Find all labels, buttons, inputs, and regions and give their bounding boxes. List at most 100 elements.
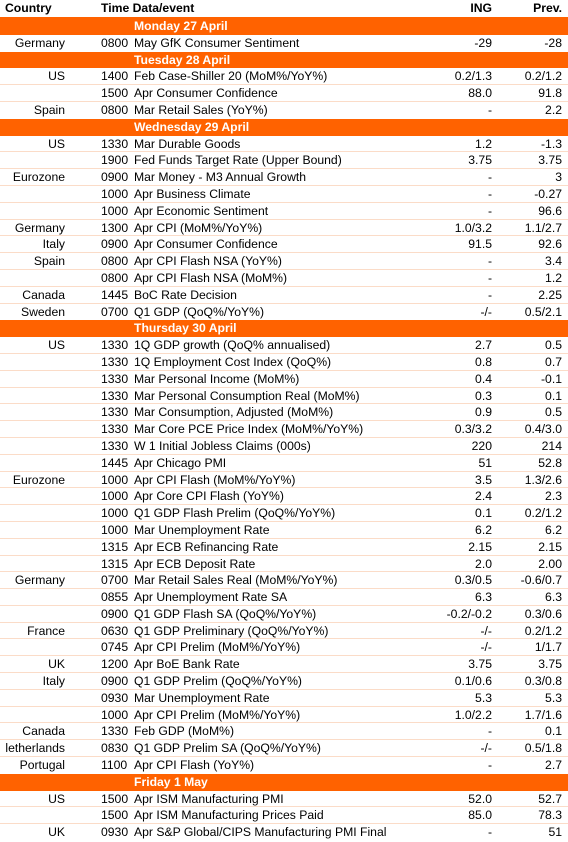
time-cell: 1330: [101, 338, 129, 353]
time-cell: 0930: [101, 690, 129, 705]
previous-value-cell: 214: [541, 438, 562, 453]
previous-value-cell: 2.25: [538, 287, 562, 302]
header-ing: ING: [470, 1, 492, 15]
country-cell: US: [48, 136, 65, 151]
previous-value-cell: 0.3/0.8: [524, 674, 562, 689]
time-cell: 1330: [101, 724, 129, 739]
ing-forecast-cell: 3.5: [475, 472, 492, 487]
event-cell: BoC Rate Decision: [134, 287, 237, 302]
table-row: Eurozone 1000 Apr CPI Flash (MoM%/YoY%) 3.5…: [0, 472, 568, 489]
time-cell: 0900: [101, 237, 129, 252]
event-cell: Fed Funds Target Rate (Upper Bound): [134, 153, 342, 168]
table-row: Italy 0900 Apr Consumer Confidence 91.5 92.6: [0, 236, 568, 254]
day-header: Thursday 30 April: [0, 320, 568, 338]
table-row: 1000 Q1 GDP Flash Prelim (QoQ%/YoY%) 0.1 0.…: [0, 505, 568, 522]
previous-value-cell: 0.5/2.1: [524, 304, 562, 319]
table-row: Canada 1445 BoC Rate Decision - 2.25: [0, 287, 568, 304]
time-cell: 1900: [101, 153, 129, 168]
ing-forecast-cell: 0.3/0.5: [454, 573, 492, 588]
previous-value-cell: 6.2: [545, 522, 562, 537]
previous-value-cell: 2.7: [545, 758, 562, 773]
event-cell: Apr Economic Sentiment: [134, 203, 269, 218]
table-row: Germany 0800 May GfK Consumer Sentiment -29…: [0, 35, 568, 52]
country-cell: Canada: [22, 724, 65, 739]
time-cell: 1315: [101, 556, 129, 571]
time-cell: 1100: [101, 758, 128, 773]
ing-forecast-cell: 2.4: [475, 489, 492, 504]
table-body: Monday 27 April Germany 0800 May GfK Consum…: [0, 18, 568, 841]
time-cell: 1000: [101, 506, 129, 521]
table-row: Canada 1330 Feb GDP (MoM%) - 0.1: [0, 723, 568, 741]
table-row: US 1330 1Q GDP growth (QoQ% annualised) 2.7…: [0, 337, 568, 354]
time-cell: 0800: [101, 270, 129, 285]
table-row: 1900 Fed Funds Target Rate (Upper Bound) 3…: [0, 152, 568, 170]
time-cell: 1330: [101, 438, 129, 453]
ing-forecast-cell: 2.0: [475, 556, 492, 571]
previous-value-cell: 1.7/1.6: [524, 707, 562, 722]
time-cell: 0830: [101, 741, 129, 756]
country-cell: Italy: [42, 237, 65, 252]
ing-forecast-cell: -: [487, 254, 492, 269]
ing-forecast-cell: 6.3: [475, 590, 492, 605]
event-cell: Apr CPI Prelim (MoM%/YoY%): [134, 640, 301, 655]
event-cell: Apr Chicago PMI: [134, 455, 227, 470]
country-cell: Eurozone: [12, 472, 65, 487]
previous-value-cell: 92.6: [538, 237, 562, 252]
time-cell: 0630: [101, 623, 129, 638]
country-cell: Eurozone: [12, 170, 65, 185]
ing-forecast-cell: -: [487, 270, 492, 285]
table-row: US 1400 Feb Case-Shiller 20 (MoM%/YoY%) 0.2…: [0, 68, 568, 86]
country-cell: Sweden: [20, 304, 65, 319]
event-cell: Q1 GDP Flash SA (QoQ%/YoY%): [134, 606, 317, 621]
previous-value-cell: 0.1: [545, 724, 562, 739]
event-cell: Apr CPI Flash (YoY%): [134, 758, 255, 773]
previous-value-cell: 3.75: [538, 657, 562, 672]
event-cell: Apr CPI Prelim (MoM%/YoY%): [134, 707, 301, 722]
previous-value-cell: 78.3: [538, 808, 562, 823]
time-cell: 1500: [101, 808, 129, 823]
previous-value-cell: 6.3: [545, 590, 562, 605]
previous-value-cell: 3.75: [538, 153, 562, 168]
previous-value-cell: 2.3: [545, 489, 562, 504]
time-cell: 0855: [101, 590, 129, 605]
ing-forecast-cell: -/-: [480, 741, 492, 756]
event-cell: Q1 GDP Preliminary (QoQ%/YoY%): [134, 623, 329, 638]
event-cell: Mar Retail Sales (YoY%): [134, 102, 268, 117]
previous-value-cell: 0.2/1.2: [524, 506, 562, 521]
table-row: 1000 Apr CPI Prelim (MoM%/YoY%) 1.0/2.2 1.7…: [0, 707, 568, 724]
ing-forecast-cell: -/-: [480, 623, 492, 638]
ing-forecast-cell: 85.0: [468, 808, 492, 823]
previous-value-cell: 96.6: [538, 203, 562, 218]
time-cell: 0800: [101, 254, 129, 269]
ing-forecast-cell: 88.0: [468, 86, 492, 101]
header-prev: Prev.: [533, 1, 562, 15]
time-cell: 0800: [101, 102, 129, 117]
previous-value-cell: 3: [555, 170, 562, 185]
table-row: Germany 0700 Mar Retail Sales Real (MoM%/Y…: [0, 572, 568, 590]
ing-forecast-cell: 52.0: [468, 791, 492, 806]
event-cell: Mar Retail Sales Real (MoM%/YoY%): [134, 573, 338, 588]
table-row: 0745 Apr CPI Prelim (MoM%/YoY%) -/- 1/1.7: [0, 639, 568, 657]
country-cell: Spain: [33, 254, 65, 269]
table-row: 1330 Mar Core PCE Price Index (MoM%/YoY%)…: [0, 421, 568, 438]
table-row: 1000 Apr Business Climate - -0.27: [0, 186, 568, 203]
time-cell: 1500: [101, 791, 129, 806]
ing-forecast-cell: -: [487, 287, 492, 302]
ing-forecast-cell: 1.0/2.2: [454, 707, 492, 722]
table-row: US 1330 Mar Durable Goods 1.2 -1.3: [0, 136, 568, 153]
header-country: Country: [5, 1, 52, 15]
event-cell: Apr ISM Manufacturing Prices Paid: [134, 808, 324, 823]
time-cell: 0800: [101, 35, 129, 50]
ing-forecast-cell: 0.1: [475, 506, 492, 521]
event-cell: May GfK Consumer Sentiment: [134, 35, 300, 50]
country-cell: Germany: [14, 573, 65, 588]
time-cell: 0700: [101, 573, 129, 588]
table-row: UK 1200 Apr BoE Bank Rate 3.75 3.75: [0, 656, 568, 674]
ing-forecast-cell: 2.15: [468, 539, 492, 554]
day-label: Thursday 30 April: [134, 321, 237, 336]
table-header: Country Time Data/event ING Prev.: [0, 0, 568, 17]
table-row: Eurozone 0900 Mar Money - M3 Annual Growth…: [0, 169, 568, 186]
event-cell: Mar Core PCE Price Index (MoM%/YoY%): [134, 422, 364, 437]
event-cell: Apr Consumer Confidence: [134, 86, 278, 101]
event-cell: Mar Unemployment Rate: [134, 690, 270, 705]
